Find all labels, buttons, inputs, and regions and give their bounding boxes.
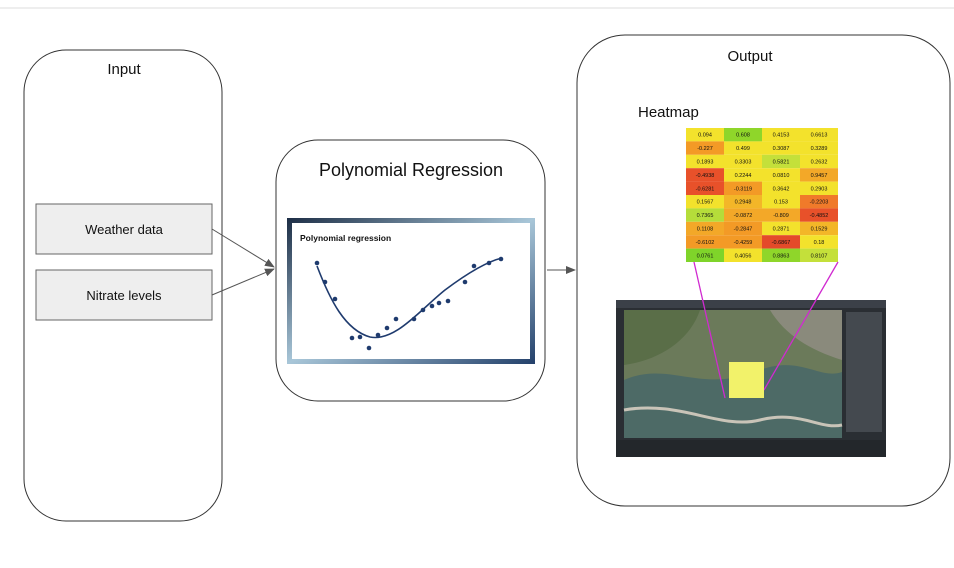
heatmap-value: -0.4938	[696, 173, 715, 179]
heatmap-value: 0.2244	[735, 173, 752, 179]
heatmap-value: -0.2847	[734, 227, 753, 233]
heatmap-value: 0.0810	[773, 173, 790, 179]
input-title: Input	[107, 61, 141, 78]
heatmap-value: -0.6867	[772, 240, 791, 246]
heatmap-value: 0.0761	[697, 253, 714, 259]
heatmap-value: -0.4259	[734, 240, 753, 246]
selected-area	[729, 362, 764, 398]
heatmap-value: 0.1529	[811, 227, 828, 233]
heatmap-value: 0.5821	[773, 160, 790, 166]
plot-title: Polynomial regression	[300, 233, 391, 243]
heatmap-value: 0.3642	[773, 186, 790, 192]
heatmap-value: 0.7365	[697, 213, 714, 219]
heatmap-value: 0.2948	[735, 200, 752, 206]
heatmap-value: -0.6102	[696, 240, 715, 246]
heatmap-value: -0.809	[773, 213, 789, 219]
heatmap-value: 0.499	[736, 146, 750, 152]
heatmap-title: Heatmap	[638, 104, 699, 121]
heatmap-value: -0.6281	[696, 186, 715, 192]
heatmap-value: 0.9457	[811, 173, 828, 179]
heatmap-value: 0.2632	[811, 160, 828, 166]
heatmap-value: 0.3087	[773, 146, 790, 152]
heatmap-value: 0.1893	[697, 160, 714, 166]
heatmap-value: 0.4153	[773, 133, 790, 139]
input-item-label: Nitrate levels	[86, 288, 162, 303]
heatmap-value: 0.18	[814, 240, 825, 246]
heatmap-value: -0.0872	[734, 213, 753, 219]
heatmap-value: 0.608	[736, 133, 750, 139]
heatmap-value: 0.6613	[811, 133, 828, 139]
heatmap-value: -0.2203	[810, 200, 829, 206]
heatmap-value: 0.2903	[811, 186, 828, 192]
output-title: Output	[727, 48, 773, 65]
input-item-label: Weather data	[85, 222, 164, 237]
heatmap-value: 0.3289	[811, 146, 828, 152]
heatmap-value: 0.2871	[773, 227, 790, 233]
heatmap-value: 0.8863	[773, 253, 790, 259]
model-title: Polynomial Regression	[319, 160, 503, 180]
heatmap: 0.094 0.608 0.4153 0.6613 -0.227 0.499 0.3087 0…	[686, 128, 838, 262]
heatmap-value: 0.1108	[697, 227, 713, 233]
heatmap-value: 0.1567	[697, 200, 714, 206]
heatmap-value: 0.153	[774, 200, 788, 206]
heatmap-value: -0.4852	[810, 213, 829, 219]
diagram: Input Weather data Nitrate levels Polyno…	[0, 0, 954, 563]
heatmap-value: 0.4056	[735, 253, 752, 259]
heatmap-value: 0.3303	[735, 160, 752, 166]
heatmap-value: -0.227	[697, 146, 713, 152]
heatmap-value: 0.094	[698, 133, 712, 139]
heatmap-value: -0.3119	[734, 186, 752, 192]
heatmap-value: 0.8107	[811, 253, 828, 259]
